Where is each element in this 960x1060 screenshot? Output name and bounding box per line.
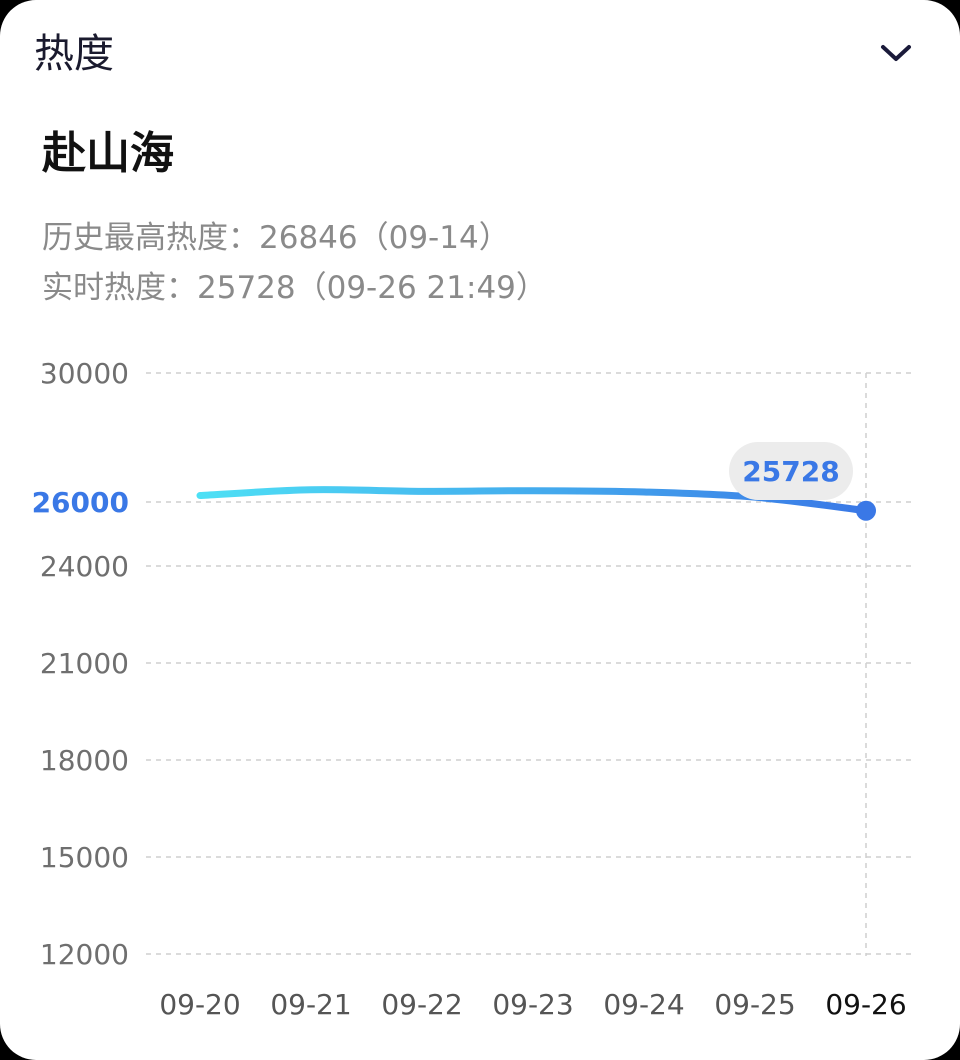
heat-line-chart: 30000 26000 24000 21000 18000 15000 12000 09-20…	[32, 357, 916, 1021]
drama-title: 赴山海	[42, 128, 174, 179]
x-tick-label: 09-23	[492, 988, 573, 1021]
history-max-heat: 历史最高热度：26846（09-14）	[42, 220, 510, 256]
x-tick-label: 09-25	[714, 988, 795, 1021]
chevron-down-icon[interactable]	[878, 38, 914, 68]
x-tick-label: 09-20	[159, 988, 240, 1021]
y-tick-label: 15000	[40, 841, 129, 874]
y-tick-label: 24000	[40, 550, 129, 583]
tooltip-value: 25728	[742, 455, 839, 488]
x-tick-label: 09-24	[603, 988, 684, 1021]
realtime-heat: 实时热度：25728（09-26 21:49）	[42, 270, 547, 306]
x-tick-label: 09-26	[825, 988, 906, 1021]
y-tick-label: 30000	[40, 357, 129, 390]
y-tick-label: 26000	[32, 486, 129, 519]
x-tick-label: 09-21	[270, 988, 351, 1021]
y-tick-label: 12000	[40, 938, 129, 971]
x-tick-label: 09-22	[381, 988, 462, 1021]
tooltip-bubble	[729, 442, 853, 500]
y-tick-label: 21000	[40, 647, 129, 680]
data-point	[856, 500, 876, 521]
y-tick-label: 18000	[40, 744, 129, 777]
section-title: 热度	[34, 31, 114, 77]
